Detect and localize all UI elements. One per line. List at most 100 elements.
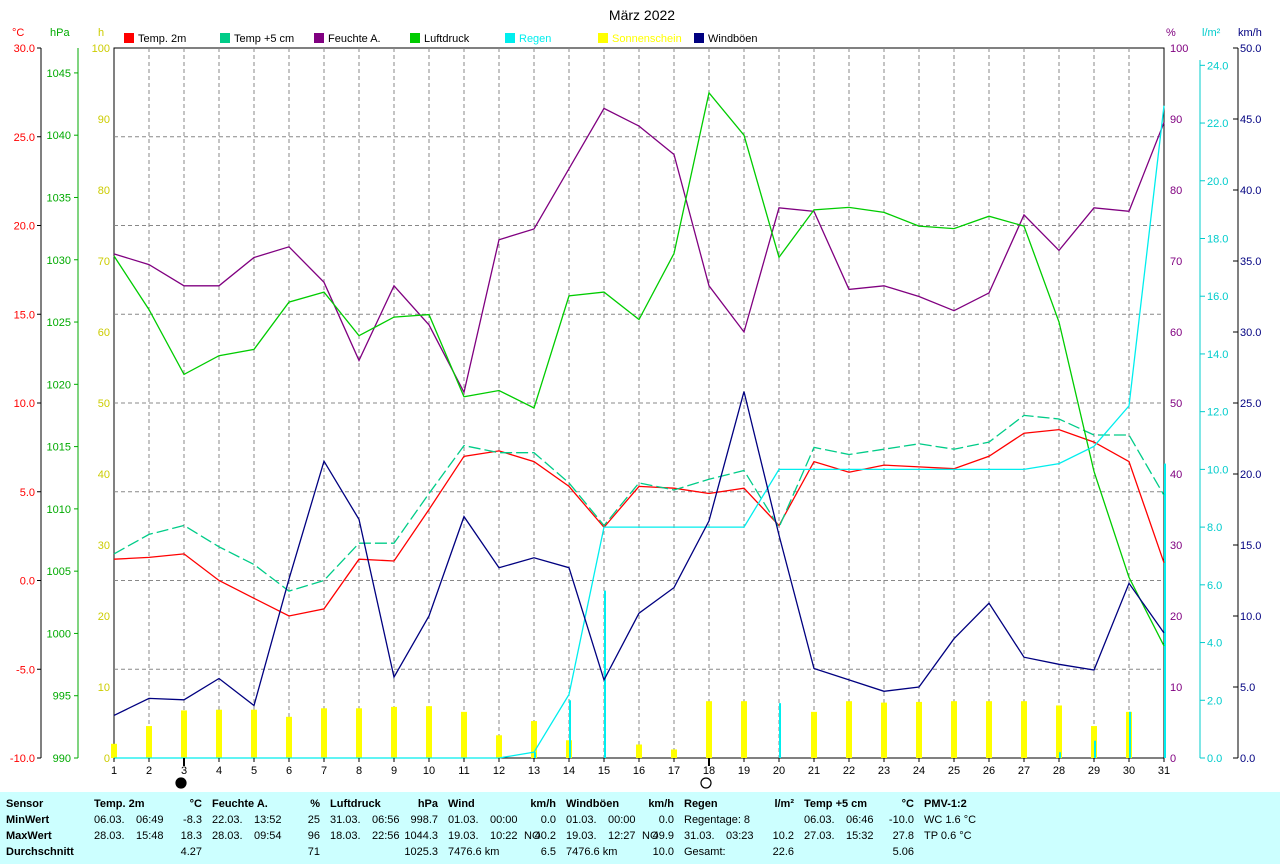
stats-value: 998.7 (410, 814, 438, 826)
stats-value: 22.6 (772, 846, 794, 858)
tick-label-hours: 10 (98, 682, 110, 694)
stats-date: 28.03. (212, 830, 243, 842)
tick-label-hours: 60 (98, 327, 110, 339)
stats-column: Windböen km/h 01.03. 00:00 0.0 19.03. 12:27 NO 4… (560, 792, 678, 864)
legend-label: Temp +5 cm (234, 33, 294, 45)
sunshine-bar (146, 726, 152, 758)
tick-label-wind: 35.0 (1240, 256, 1261, 268)
stats-row: 19.03. 12:27 NO 49.9 (566, 828, 674, 844)
sunshine-bar (496, 735, 502, 758)
stats-value: 4.27 (180, 846, 202, 858)
x-tick-label: 23 (878, 765, 890, 777)
x-tick-label: 19 (738, 765, 750, 777)
stats-time: 00:00 (490, 814, 518, 826)
tick-label-temp: -5.0 (16, 664, 35, 676)
x-tick-label: 9 (391, 765, 397, 777)
stats-date: 31.03. (684, 830, 715, 842)
legend-label: Regen (519, 33, 551, 45)
rain-bar (1129, 711, 1131, 758)
tick-label-pct: 10 (1170, 682, 1182, 694)
stats-header-label: Wind (448, 798, 475, 810)
x-tick-label: 11 (458, 765, 469, 777)
stats-row: 28.03. 09:54 96 (212, 828, 320, 844)
x-tick-label: 20 (773, 765, 785, 777)
stats-value: 0.0 (540, 814, 556, 826)
series-line-windb-en (113, 391, 1165, 716)
x-tick-label: 2 (146, 765, 152, 777)
x-tick-label: 4 (216, 765, 222, 777)
stats-header: Luftdruck hPa (330, 796, 438, 812)
full-moon-icon (700, 777, 712, 789)
sunshine-bar (741, 701, 747, 758)
sunshine-bar (321, 708, 327, 758)
stats-date: 06.03. (94, 814, 125, 826)
tick-label-hours: 30 (98, 540, 110, 552)
stats-time: 22:56 (372, 830, 400, 842)
stats-time: 12:27 (608, 830, 636, 842)
stats-time: 13:52 (254, 814, 282, 826)
stats-date: 31.03. (330, 814, 361, 826)
sunshine-bar (706, 701, 712, 758)
stats-header: Feuchte A.% (212, 796, 320, 812)
tick-label-rain: 24.0 (1207, 60, 1228, 72)
legend-swatch (410, 33, 420, 43)
x-tick-label: 8 (356, 765, 362, 777)
x-tick-label: 7 (321, 765, 327, 777)
x-tick-label: 5 (251, 765, 257, 777)
legend-label: Windböen (708, 33, 758, 45)
tick-label-hpa: 995 (53, 691, 71, 703)
sunshine-bar (881, 702, 887, 758)
stats-column: Regen l/m² Regentage: 8 31.03. 03:23 10.2 Gesa… (678, 792, 798, 864)
stats-date: 27.03. (804, 830, 835, 842)
stats-row: MaxWert (6, 828, 84, 844)
legend-swatch (124, 33, 134, 43)
stats-value: 40.2 (534, 830, 556, 842)
stats-value: 27.8 (892, 830, 914, 842)
tick-label-rain: 4.0 (1207, 638, 1222, 650)
stats-header-unit: °C (901, 798, 914, 810)
tick-label-wind: 50.0 (1240, 43, 1261, 55)
stats-header: Sensor (6, 796, 84, 812)
stats-header-label: Sensor (6, 798, 44, 810)
stats-header-unit: km/h (530, 798, 556, 810)
tick-label-pct: 40 (1170, 469, 1182, 481)
stats-date: 19.03. (566, 830, 597, 842)
tick-label-hours: 90 (98, 114, 110, 126)
x-tick-label: 16 (633, 765, 645, 777)
axis-unit-temp: °C (12, 27, 24, 39)
stats-row: 22.03. 13:52 25 (212, 812, 320, 828)
stats-column: Temp. 2m °C 06.03. 06:49 -8.3 28.03. 15:48 18.3… (88, 792, 206, 864)
stats-row: 28.03. 15:48 18.3 (94, 828, 202, 844)
stats-row: Regentage: 8 (684, 812, 794, 828)
x-tick-label: 10 (423, 765, 435, 777)
stats-column: PMV-1:2 WC 1.6 °C TP 0.6 °C (918, 792, 1280, 864)
tick-label-hpa: 1010 (47, 504, 71, 516)
stats-value: 1025.3 (404, 846, 438, 858)
tick-label-temp: 25.0 (14, 132, 35, 144)
stats-row: 01.03. 00:00 0.0 (566, 812, 674, 828)
tick-label-wind: 15.0 (1240, 540, 1261, 552)
tick-label-hours: 0 (104, 753, 110, 765)
stats-row: 06.03. 06:49 -8.3 (94, 812, 202, 828)
stats-date: WC 1.6 °C (924, 814, 977, 826)
stats-row: 4.27 (94, 844, 202, 860)
stats-row: MinWert (6, 812, 84, 828)
stats-date: Gesamt: (684, 846, 726, 858)
x-tick-label: 31 (1158, 765, 1170, 777)
axis-unit-wind: km/h (1238, 27, 1262, 39)
stats-header: Regen l/m² (684, 796, 794, 812)
sunshine-bar (181, 710, 187, 758)
x-tick-label: 18 (703, 765, 715, 777)
tick-label-wind: 5.0 (1240, 682, 1255, 694)
sunshine-bar (391, 706, 397, 758)
stats-direction: NO (642, 830, 659, 842)
sunshine-bar (111, 743, 117, 758)
stats-row: 7476.6 km 6.5 (448, 844, 556, 860)
tick-label-hpa: 1045 (47, 68, 71, 80)
stats-value: 10.0 (652, 846, 674, 858)
stats-value: 0.0 (658, 814, 674, 826)
tick-label-wind: 20.0 (1240, 469, 1261, 481)
stats-row: 01.03. 00:00 0.0 (448, 812, 556, 828)
stats-column: Feuchte A.% 22.03. 13:52 25 28.03. 09:54 96 71 (206, 792, 324, 864)
x-tick-label: 29 (1088, 765, 1100, 777)
